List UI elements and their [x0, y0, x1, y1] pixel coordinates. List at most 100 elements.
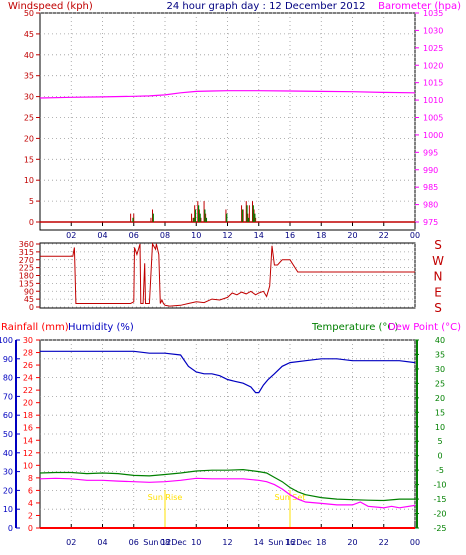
- barometer-tick-label: 1000: [423, 131, 443, 140]
- rainfall-tick-label: 28: [23, 349, 33, 358]
- direction-tick-label: 180: [19, 272, 34, 281]
- compass-tick-label: S: [434, 301, 442, 315]
- temperature-tick-label: 10: [435, 423, 445, 432]
- wind-x-tick-label: 20: [347, 231, 357, 240]
- rainfall-axis-title: Rainfall (mm): [1, 322, 69, 333]
- rainfall-tick-label: 8: [28, 474, 33, 483]
- barometer-ticks: 975 980 985 990 995 1000 1005 1010 1015 1020 1025 1…: [415, 9, 443, 227]
- sun-date-label: Sun 12Dec: [268, 538, 311, 547]
- rainfall-tick-label: 4: [28, 499, 33, 508]
- temperature-tick-label: -5: [436, 466, 444, 475]
- temp-x-tick-label: 20: [347, 538, 357, 547]
- dewpoint-series: [39, 477, 416, 509]
- rainfall-tick-label: 22: [23, 386, 33, 395]
- rainfall-tick-label: 20: [23, 399, 33, 408]
- barometer-tick-label: 1025: [423, 44, 443, 53]
- direction-tick-label: 315: [19, 248, 34, 257]
- direction-tick-label: 135: [19, 279, 34, 288]
- direction-tick-label: 270: [19, 256, 34, 265]
- rainfall-tick-label: 24: [23, 374, 33, 383]
- windspeed-tick-label: 35: [24, 72, 34, 81]
- barometer-axis-title: Barometer (hpa): [378, 1, 461, 12]
- direction-tick-label: 360: [19, 240, 34, 249]
- direction-tick-label: 0: [29, 303, 34, 312]
- humidity-tick-label: 20: [3, 486, 13, 495]
- graph-title: 24 hour graph day : 12 December 2012: [167, 1, 366, 12]
- humidity-series: [40, 350, 416, 394]
- temperature-series: [39, 468, 415, 502]
- temp-x-tick-label: 16: [285, 538, 295, 547]
- barometer-series: [39, 90, 416, 99]
- rainfall-tick-label: 14: [23, 436, 33, 445]
- temperature-ticks: -25 -20 -15 -10 -5 0 5 10 15 20 25 30 35 40: [415, 336, 447, 533]
- windspeed-tick-label: 10: [24, 176, 34, 185]
- temp-x-tick-label: 12: [222, 538, 232, 547]
- sun-date-label: Sun 12Dec: [143, 538, 186, 547]
- wind-x-tick-label: 10: [191, 231, 201, 240]
- compass-tick-label: E: [434, 285, 442, 299]
- compass-tick-label: S: [434, 238, 442, 252]
- windspeed-axis-title: Windspeed (kph): [8, 1, 93, 12]
- wind-x-tick-label: 02: [66, 231, 76, 240]
- humidity-axis-title: Humidity (%): [68, 322, 134, 333]
- compass-tick-label: N: [434, 270, 443, 284]
- temperature-tick-label: -25: [433, 524, 446, 533]
- wind-x-tick-label: 22: [379, 231, 389, 240]
- humidity-tick-label: 80: [3, 374, 13, 383]
- temperature-tick-label: 35: [435, 350, 445, 359]
- wind-x-tick-label: 12: [222, 231, 232, 240]
- temperature-tick-label: 0: [437, 452, 442, 461]
- barometer-tick-label: 1035: [423, 9, 443, 18]
- windspeed-ticks: 0 5 10 15 20 25 30 35 40 45 50: [24, 9, 40, 227]
- windspeed-tick-label: 20: [24, 134, 34, 143]
- windspeed-tick-label: 15: [24, 155, 34, 164]
- windspeed-tick-label: 45: [24, 30, 34, 39]
- temperature-tick-label: 20: [435, 394, 445, 403]
- windspeed-tick-label: 5: [29, 197, 34, 206]
- direction-tick-label: 225: [19, 264, 34, 273]
- wind-x-tick-label: 18: [316, 231, 326, 240]
- humidity-ticks: 0 10 20 30 40 50 60 70 80 90 100: [0, 336, 20, 533]
- windspeed-tick-label: 30: [24, 93, 34, 102]
- wind-direction-series: [40, 242, 415, 307]
- direction-tick-label: 90: [24, 287, 34, 296]
- temp-x-tick-label: 10: [191, 538, 201, 547]
- barometer-tick-label: 975: [423, 218, 438, 227]
- rainfall-tick-label: 26: [23, 361, 33, 370]
- temp-x-tick-label: 18: [316, 538, 326, 547]
- temperature-tick-label: 40: [435, 336, 445, 345]
- temperature-tick-label: 25: [435, 379, 445, 388]
- wind-x-tick-label: 08: [160, 231, 170, 240]
- temp-x-tick-label: 14: [254, 538, 264, 547]
- direction-tick-label: 45: [24, 295, 34, 304]
- wind-x-tick-label: 04: [97, 231, 107, 240]
- rainfall-tick-label: 12: [23, 449, 33, 458]
- temperature-tick-label: 15: [435, 408, 445, 417]
- rainfall-tick-label: 6: [28, 486, 33, 495]
- windspeed-tick-label: 50: [24, 9, 34, 18]
- humidity-tick-label: 70: [3, 392, 13, 401]
- sunrise-label: Sun Rise: [148, 493, 183, 502]
- temp-x-tick-label: 04: [97, 538, 107, 547]
- wind-panel-x-ticks: 02 04 06 08 10 12 14 16 18 20 22 00: [66, 222, 420, 240]
- humidity-tick-label: 60: [3, 411, 13, 420]
- wind-x-tick-label: 06: [129, 231, 139, 240]
- windspeed-tick-label: 25: [24, 114, 34, 123]
- rainfall-tick-label: 10: [23, 461, 33, 470]
- humidity-tick-label: 50: [3, 430, 13, 439]
- windspeed-series: [130, 201, 257, 222]
- sunset-label: Sun Set: [275, 493, 306, 502]
- temperature-tick-label: -20: [433, 510, 446, 519]
- rainfall-tick-label: 0: [28, 524, 33, 533]
- temp-x-tick-label: 06: [129, 538, 139, 547]
- barometer-tick-label: 1015: [423, 79, 443, 88]
- barometer-tick-label: 980: [423, 201, 438, 210]
- barometer-tick-label: 1020: [423, 61, 443, 70]
- barometer-tick-label: 1005: [423, 114, 443, 123]
- rainfall-tick-label: 16: [23, 424, 33, 433]
- temp-x-tick-label: 02: [66, 538, 76, 547]
